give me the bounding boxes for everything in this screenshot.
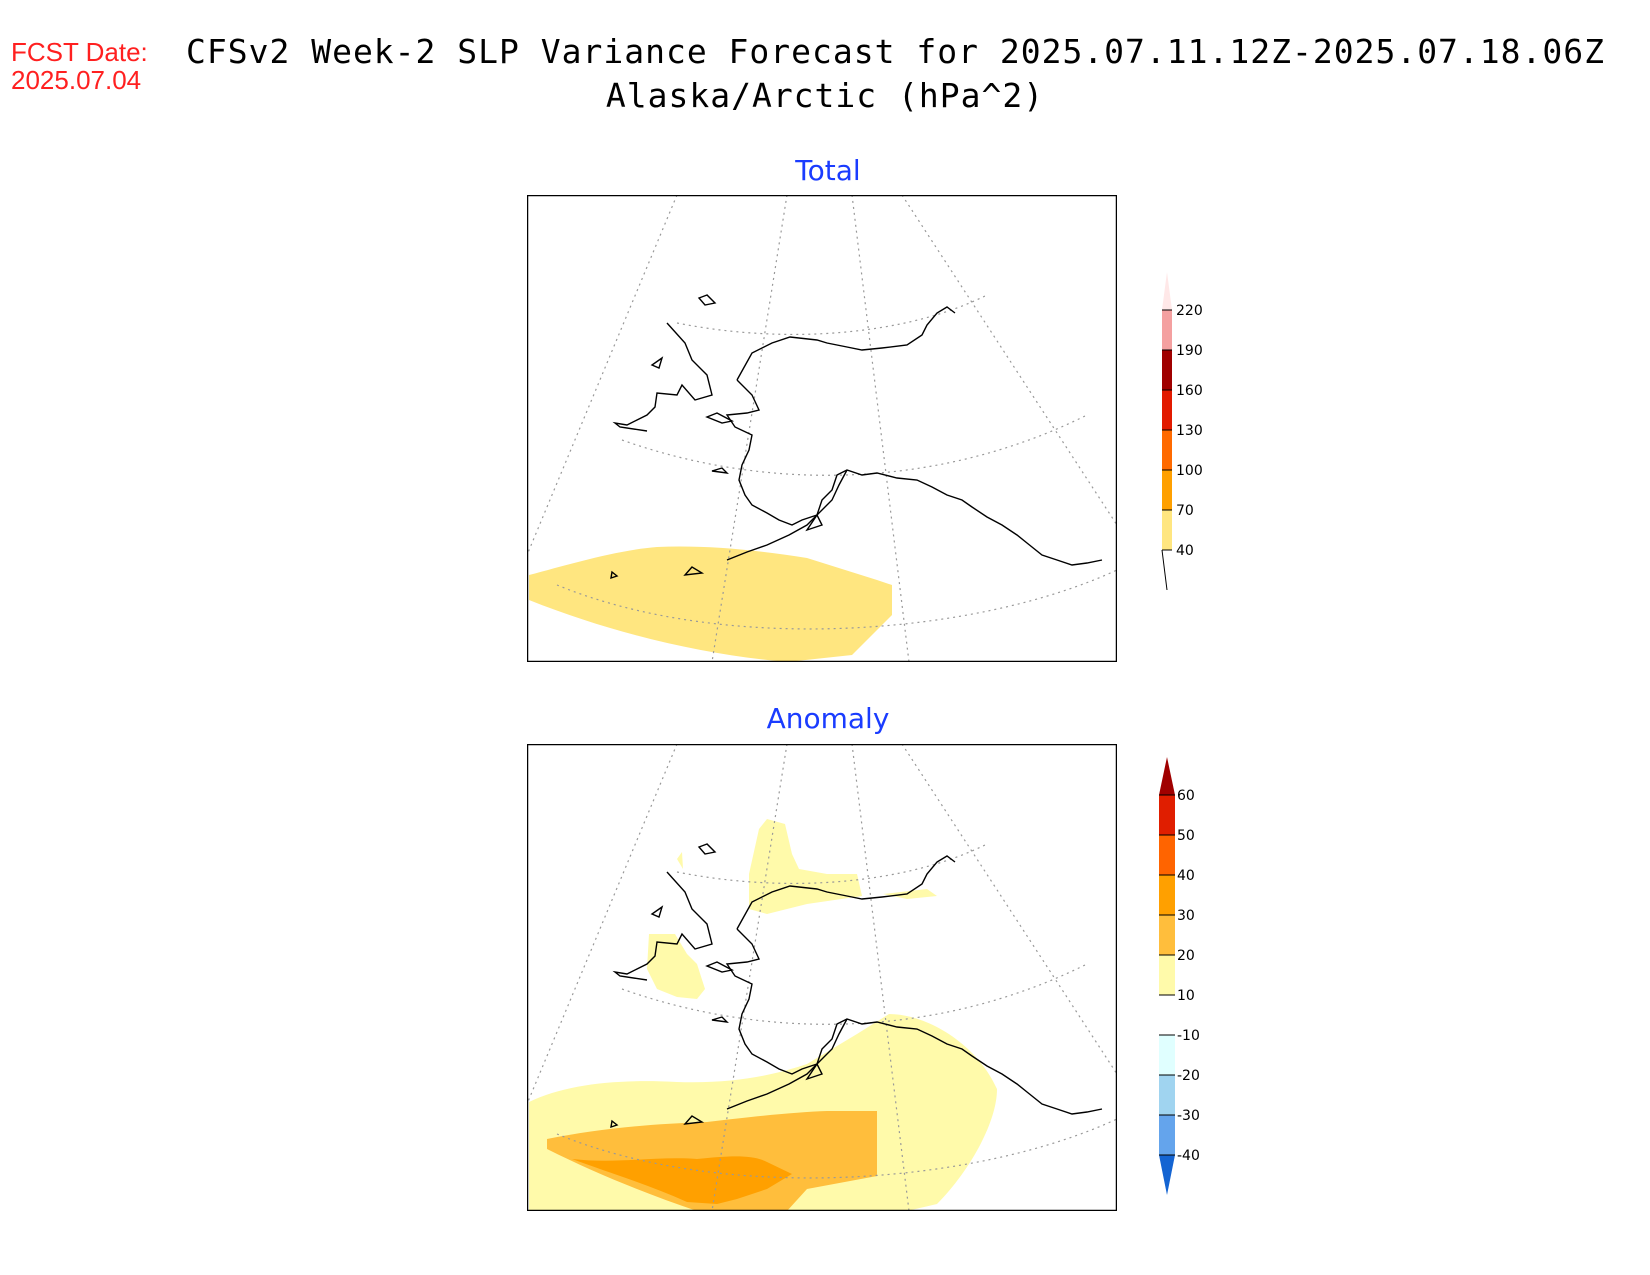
anomaly-colorbar-top-arrow: [1159, 757, 1175, 795]
total-colorbar-label: 100: [1176, 463, 1203, 479]
forecast-date-label: FCST Date:: [11, 37, 148, 67]
anomaly-region-light-nw: [647, 934, 705, 999]
total-colorbar-bin-190-220: [1162, 310, 1172, 350]
graticule: [527, 195, 1117, 662]
anomaly-colorbar-label: 40: [1177, 868, 1195, 884]
graticule: [527, 744, 1117, 1211]
map-title-line2: Alaska/Arctic (hPa^2): [605, 76, 1045, 115]
anomaly-region-light-small: [883, 889, 937, 899]
anomaly-colorbar-label: 50: [1177, 828, 1195, 844]
total-colorbar-label: 40: [1176, 543, 1194, 559]
anomaly-colorbar-label: 60: [1177, 788, 1195, 804]
total-map: [527, 195, 1117, 662]
total-colorbar-label: 190: [1176, 343, 1203, 359]
anomaly-region-light-tip: [677, 852, 683, 869]
panel-title-total: Total: [795, 154, 861, 187]
total-colorbar-top-arrow: [1162, 272, 1172, 310]
total-colorbar-bin-100-130: [1162, 430, 1172, 470]
anomaly-colorbar-label: -20: [1177, 1068, 1200, 1084]
coastline: [610, 843, 1103, 1129]
total-colorbar-label: 160: [1176, 383, 1203, 399]
anomaly-colorbar-label: 20: [1177, 948, 1195, 964]
total-colorbar-bin-160-190: [1162, 350, 1172, 390]
coastline: [610, 294, 1103, 580]
anomaly-colorbar-label: -30: [1177, 1108, 1200, 1124]
anomaly-colorbar-label: 10: [1177, 988, 1195, 1004]
total-colorbar-bin-130-160: [1162, 390, 1172, 430]
anomaly-colorbar-label: -40: [1177, 1148, 1200, 1164]
anomaly-region-light-north: [749, 819, 862, 914]
anomaly-colorbar-label: 30: [1177, 908, 1195, 924]
anomaly-region-dark: [572, 1156, 792, 1204]
total-colorbar-label: 130: [1176, 423, 1203, 439]
forecast-date-value: 2025.07.04: [11, 65, 142, 95]
anomaly-colorbar-bottom-arrow: [1159, 1155, 1175, 1195]
total-colorbar: 220 190 160 130 100 70 40: [1161, 272, 1203, 591]
anomaly-colorbar-label: -10: [1177, 1028, 1200, 1044]
map-title-line1: CFSv2 Week-2 SLP Variance Forecast for 2…: [186, 32, 1606, 71]
total-variance-region: [529, 546, 892, 662]
anomaly-map: [527, 744, 1117, 1211]
total-colorbar-label: 220: [1176, 303, 1203, 319]
total-colorbar-bin-70-100: [1162, 470, 1172, 510]
forecast-date-block: FCST Date: 2025.07.04: [11, 38, 148, 94]
total-colorbar-bin-40-70: [1162, 510, 1172, 550]
total-colorbar-label: 70: [1176, 503, 1194, 519]
anomaly-colorbar: 60 50 40 30 20 10 -10 -20 -30 -40: [1159, 757, 1200, 1195]
panel-title-anomaly: Anomaly: [766, 702, 890, 735]
